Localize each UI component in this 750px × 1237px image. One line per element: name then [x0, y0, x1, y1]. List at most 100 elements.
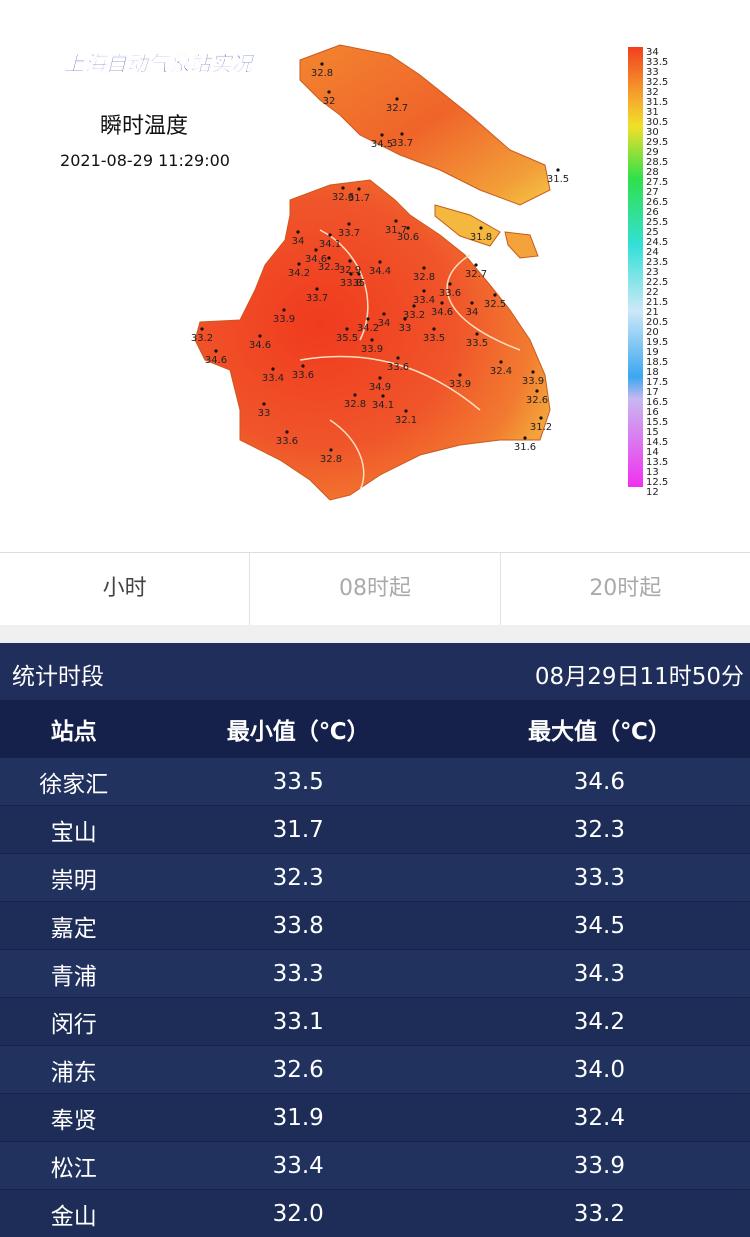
header-row: 站点最小值（℃）最大值（℃）: [0, 700, 750, 758]
map-subtitle: 瞬时温度: [100, 114, 188, 139]
tab[interactable]: 08时起: [250, 553, 500, 625]
station-dot: [406, 226, 409, 229]
station-dot: [357, 272, 360, 275]
table-cell: 34.0: [449, 1046, 750, 1094]
stats-label: 统计时段: [12, 657, 104, 691]
table-cell: 32.0: [148, 1190, 449, 1237]
station-reading: 32.4: [490, 366, 512, 377]
station-dot: [345, 327, 348, 330]
station-dot: [394, 219, 397, 222]
station-dot: [297, 262, 300, 265]
table-cell: 浦东: [0, 1046, 148, 1094]
station-reading: 33: [399, 323, 412, 334]
station-reading: 33.7: [306, 293, 328, 304]
station-dot: [422, 289, 425, 292]
station-reading: 31.7: [348, 193, 370, 204]
table-cell: 嘉定: [0, 902, 148, 950]
station-reading: 33.7: [338, 228, 360, 239]
station-dot: [314, 248, 317, 251]
station-reading: 35.5: [336, 333, 358, 344]
station-reading: 31.6: [514, 442, 536, 453]
divider: [0, 625, 750, 643]
station-dot: [349, 272, 352, 275]
station-reading: 33.5: [423, 333, 445, 344]
tab[interactable]: 小时: [0, 553, 250, 625]
table-cell: 33.2: [449, 1190, 750, 1237]
column-header: 站点: [0, 700, 148, 758]
station-dot: [493, 293, 496, 296]
station-reading: 33.7: [391, 138, 413, 149]
station-dot: [370, 338, 373, 341]
station-dot: [412, 304, 415, 307]
station-reading: 30.6: [397, 232, 419, 243]
table-cell: 徐家汇: [0, 758, 148, 806]
table-cell: 33.8: [148, 902, 449, 950]
table-cell: 32.4: [449, 1094, 750, 1142]
station-dot: [378, 376, 381, 379]
station-reading: 31.8: [470, 232, 492, 243]
station-dot: [499, 360, 502, 363]
station-dot: [327, 256, 330, 259]
station-dot: [535, 389, 538, 392]
colorbar-label: 12: [646, 487, 659, 498]
station-reading: 32.7: [386, 103, 408, 114]
station-reading: 33.2: [191, 333, 213, 344]
station-dot: [396, 356, 399, 359]
station-dot: [341, 186, 344, 189]
station-reading: 34.1: [319, 239, 341, 250]
station-dot: [422, 266, 425, 269]
station-reading: 32.1: [395, 415, 417, 426]
station-dot: [357, 187, 360, 190]
station-reading: 31.5: [547, 174, 569, 185]
station-dot: [348, 259, 351, 262]
station-reading: 34: [292, 236, 305, 247]
station-reading: 32.8: [344, 399, 366, 410]
station-dot: [523, 436, 526, 439]
station-dot: [315, 287, 318, 290]
table-cell: 34.2: [449, 998, 750, 1046]
table-cell: 宝山: [0, 806, 148, 854]
table-cell: 32.3: [148, 854, 449, 902]
table-cell: 33.9: [449, 1142, 750, 1190]
station-reading: 34.6: [205, 355, 227, 366]
station-dot: [380, 133, 383, 136]
station-dot: [474, 263, 477, 266]
station-reading: 32.3: [318, 262, 340, 273]
table-cell: 奉贤: [0, 1094, 148, 1142]
station-dot: [395, 97, 398, 100]
station-dot: [328, 233, 331, 236]
tab[interactable]: 20时起: [501, 553, 750, 625]
station-reading: 33.9: [449, 379, 471, 390]
stats-bar: 统计时段 08月29日11时50分: [0, 643, 750, 700]
station-dot: [329, 448, 332, 451]
station-reading: 33.9: [273, 314, 295, 325]
map: 上海自动气象站实况 瞬时温度 2021-08-29 11:29:00 32.83…: [0, 0, 750, 552]
island: [300, 45, 550, 205]
station-reading: 34.5: [371, 139, 393, 150]
station-reading: 33.6: [292, 370, 314, 381]
station-dot: [301, 364, 304, 367]
table-cell: 33.3: [449, 854, 750, 902]
station-dot: [262, 402, 265, 405]
station-dot: [470, 301, 473, 304]
station-reading: 32.8: [320, 454, 342, 465]
map-title: 上海自动气象站实况: [64, 52, 256, 76]
station-dot: [403, 317, 406, 320]
station-reading: 32: [323, 96, 336, 107]
table-cell: 33.1: [148, 998, 449, 1046]
station-reading: 34.2: [288, 268, 310, 279]
station-dot: [404, 409, 407, 412]
station-dot: [556, 168, 559, 171]
station-dot: [285, 430, 288, 433]
table-cell: 33.4: [148, 1142, 449, 1190]
station-dot: [200, 327, 203, 330]
station-dot: [296, 230, 299, 233]
station-dot: [366, 317, 369, 320]
